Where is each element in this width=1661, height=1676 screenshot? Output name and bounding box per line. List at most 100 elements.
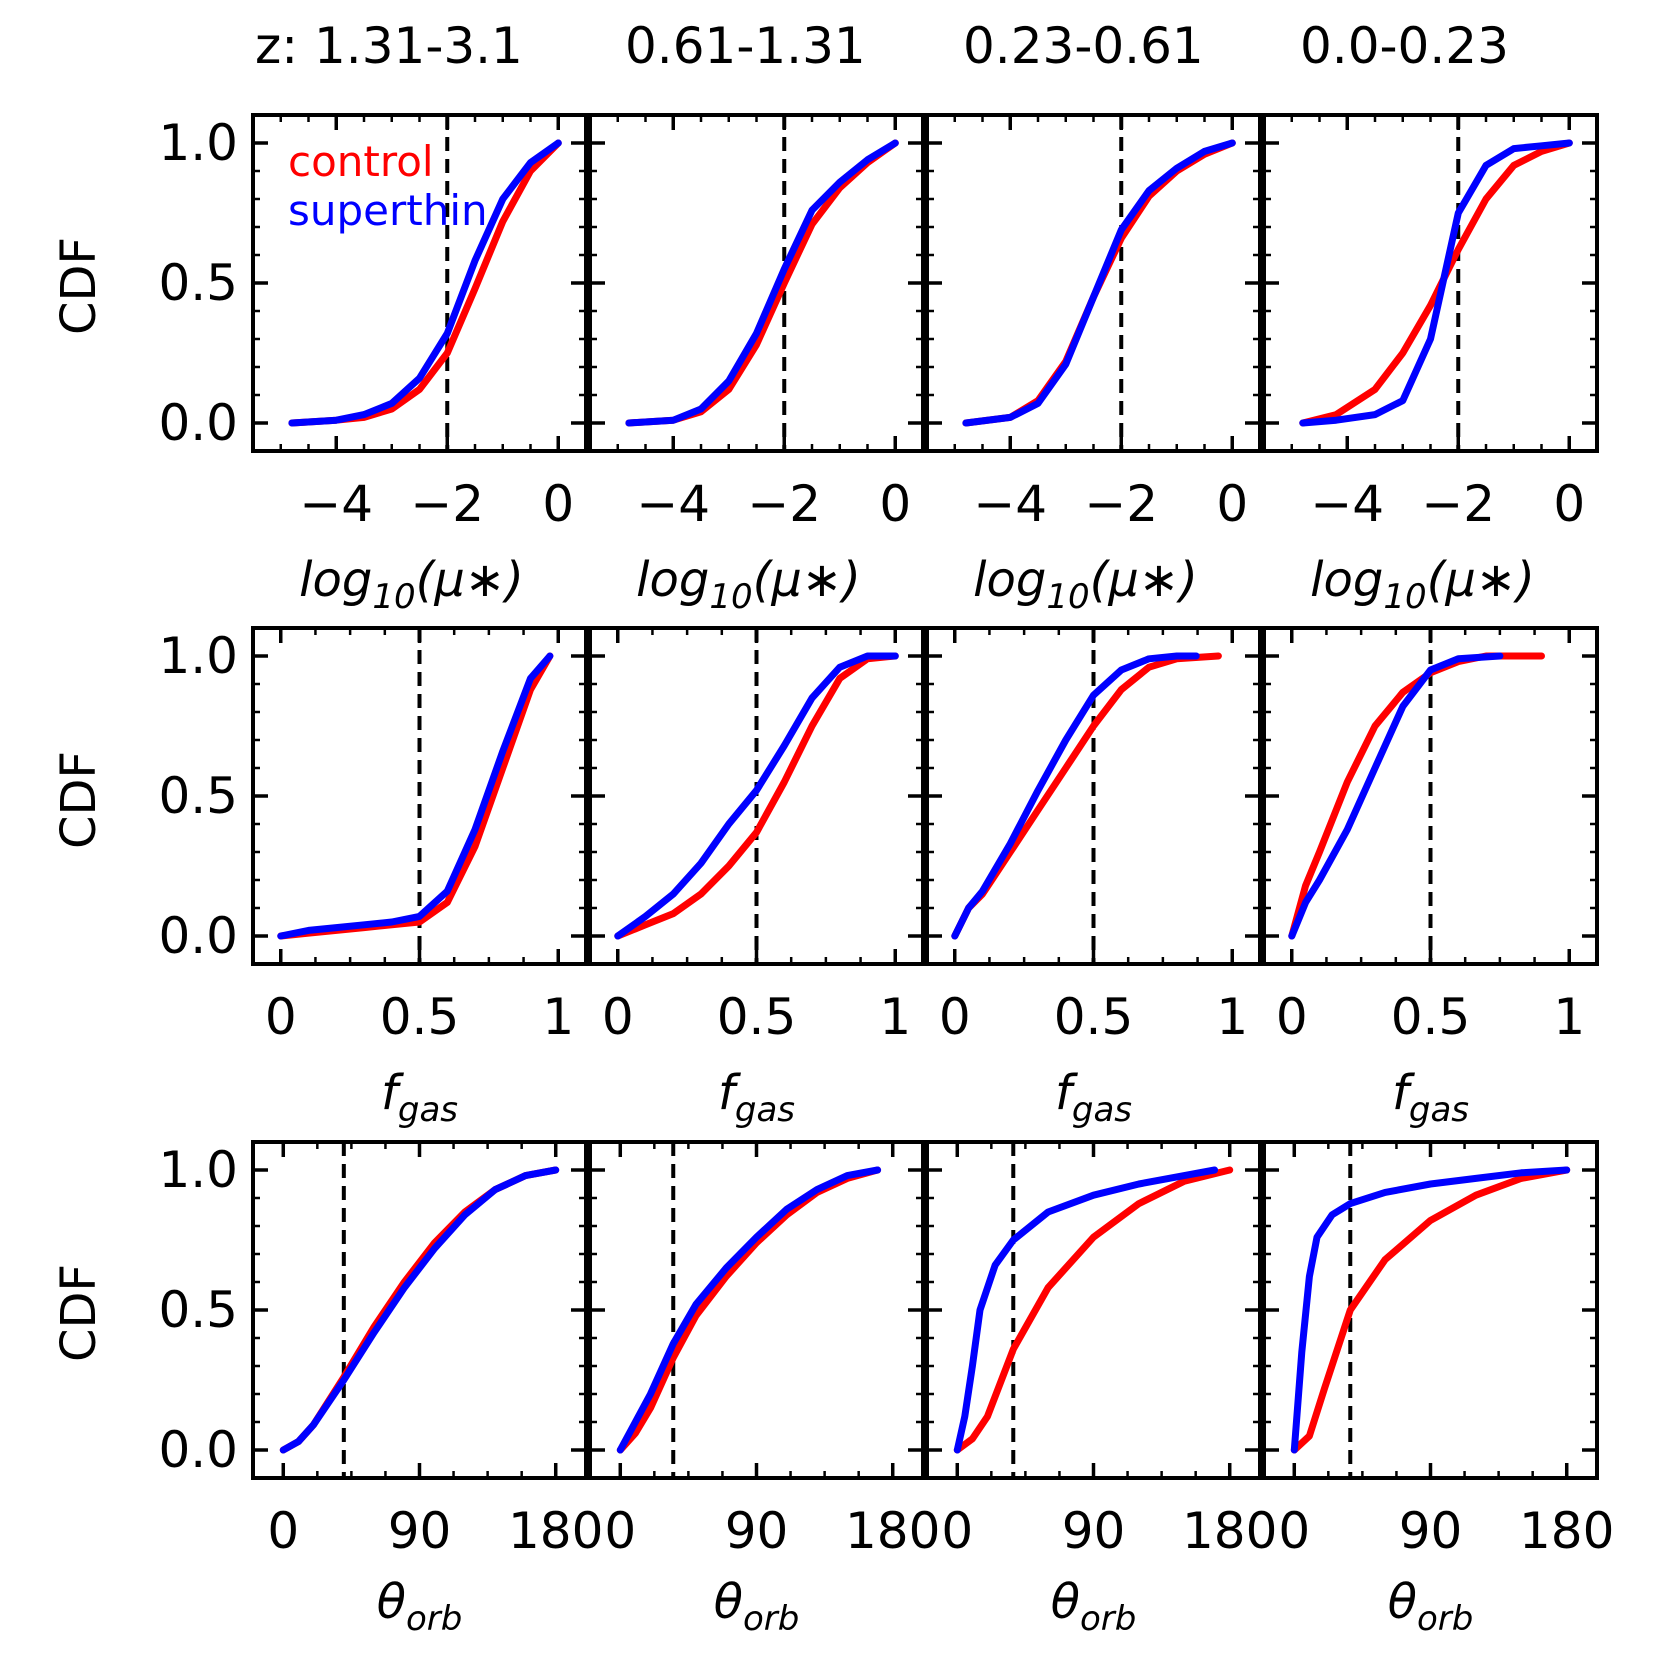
row-2-ylabel: CDF (51, 751, 107, 849)
x-tick-label: 0 (941, 1502, 973, 1560)
axes-frame (1262, 113, 1599, 453)
x-axis-label: θorb (1051, 1574, 1137, 1639)
series-line-superthin (962, 139, 1236, 427)
series-line-superthin (288, 139, 562, 427)
series-line-superthin (277, 652, 554, 940)
x-tick-label: 0.5 (1391, 988, 1471, 1046)
legend-control: control (288, 137, 434, 186)
series-line-superthin (625, 139, 899, 427)
y-tick-label: 0.5 (158, 767, 238, 825)
x-tick-label: 180 (1182, 1502, 1277, 1560)
x-tick-label: 1 (879, 988, 911, 1046)
series-line-superthin (616, 1166, 882, 1454)
series-line-superthin (614, 652, 899, 940)
x-tick-label: 180 (508, 1502, 603, 1560)
x-tick-label: 1 (1216, 988, 1248, 1046)
x-axis-label: log10(μ∗) (636, 552, 861, 617)
x-axis-label: fgas (1392, 1065, 1469, 1130)
series-line-superthin (953, 1166, 1219, 1454)
x-tick-label: 0.5 (717, 988, 797, 1046)
x-tick-label: −4 (636, 475, 710, 533)
panel-r2-c2: 0 0.5 1 fgas (588, 626, 925, 1130)
axes-frame (588, 1140, 925, 1480)
row-1-ylabel: CDF (51, 237, 107, 335)
x-axis-label: θorb (714, 1574, 800, 1639)
panel-r1-c1: −4 −2 0 0.0 0.5 1.0 log10(μ∗) (158, 113, 588, 617)
axes-frame (925, 626, 1262, 966)
x-axis-label: θorb (1388, 1574, 1474, 1639)
panel-r3-c1: 0 90 180 0.0 0.5 1.0 θorb (158, 1140, 603, 1639)
x-tick-label: 0 (879, 475, 911, 533)
x-tick-label: 0 (1276, 988, 1308, 1046)
series-line-superthin (1299, 139, 1573, 427)
x-tick-label: 0 (1216, 475, 1248, 533)
x-tick-label: 0 (602, 988, 634, 1046)
series-line-control (1290, 1166, 1571, 1454)
y-tick-label: 0.5 (158, 254, 238, 312)
panel-r1-c4: −4 −2 0 log10(μ∗) (1262, 113, 1599, 617)
x-tick-label: 0 (265, 988, 297, 1046)
x-tick-label: 90 (725, 1502, 789, 1560)
axes-frame (251, 113, 588, 453)
y-tick-label: 0.0 (158, 1421, 238, 1479)
x-tick-label: 0 (542, 475, 574, 533)
x-axis-label: log10(μ∗) (299, 552, 524, 617)
x-tick-label: −4 (1310, 475, 1384, 533)
y-tick-label: 0.5 (158, 1281, 238, 1339)
axes-frame (251, 1140, 588, 1480)
x-tick-label: −2 (1421, 475, 1495, 533)
series-line-control (614, 652, 899, 940)
x-tick-label: −4 (973, 475, 1047, 533)
x-axis-label: log10(μ∗) (1310, 552, 1535, 617)
x-tick-label: 180 (845, 1502, 940, 1560)
axes-frame (251, 626, 588, 966)
axes-frame (588, 113, 925, 453)
x-tick-label: 0 (1553, 475, 1585, 533)
axes-frame (925, 113, 1262, 453)
x-axis-label: log10(μ∗) (973, 552, 1198, 617)
x-tick-label: −4 (299, 475, 373, 533)
row-3-ylabel: CDF (51, 1264, 107, 1362)
y-tick-label: 1.0 (158, 1141, 238, 1199)
panel-r1-c2: −4 −2 0 log10(μ∗) (588, 113, 925, 617)
axes-frame (588, 626, 925, 966)
panel-r3-c2: 0 90 180 θorb (588, 1140, 940, 1639)
x-axis-label: θorb (377, 1574, 463, 1639)
column-title-4: 0.0-0.23 (1300, 17, 1509, 75)
x-tick-label: 0.5 (380, 988, 460, 1046)
legend-superthin: superthin (288, 186, 488, 235)
series-line-superthin (1288, 652, 1504, 940)
axes-frame (1262, 1140, 1599, 1480)
series-line-superthin (1290, 1166, 1571, 1454)
x-tick-label: 90 (1062, 1502, 1126, 1560)
x-tick-label: 0 (267, 1502, 299, 1560)
panel-r3-c3: 0 90 180 θorb (925, 1140, 1277, 1639)
x-tick-label: 0.5 (1054, 988, 1134, 1046)
y-tick-label: 1.0 (158, 114, 238, 172)
x-tick-label: 0 (939, 988, 971, 1046)
series-line-superthin (951, 652, 1200, 940)
x-tick-label: 90 (1399, 1502, 1463, 1560)
x-tick-label: 90 (388, 1502, 452, 1560)
axes-frame (1262, 626, 1599, 966)
x-tick-label: −2 (747, 475, 821, 533)
x-tick-label: 0 (604, 1502, 636, 1560)
column-title-2: 0.61-1.31 (625, 17, 866, 75)
panel-r3-c4: 0 90 180 θorb (1262, 1140, 1614, 1639)
y-tick-label: 1.0 (158, 627, 238, 685)
x-tick-label: −2 (410, 475, 484, 533)
x-axis-label: fgas (718, 1065, 795, 1130)
x-tick-label: 1 (1553, 988, 1585, 1046)
panel-r1-c3: −4 −2 0 log10(μ∗) (925, 113, 1262, 617)
series-line-superthin (279, 1166, 560, 1454)
x-tick-label: 180 (1519, 1502, 1614, 1560)
y-tick-label: 0.0 (158, 394, 238, 452)
panel-r2-c4: 0 0.5 1 fgas (1262, 626, 1599, 1130)
x-tick-label: 0 (1278, 1502, 1310, 1560)
series-line-control (953, 1166, 1234, 1454)
y-tick-label: 0.0 (158, 907, 238, 965)
